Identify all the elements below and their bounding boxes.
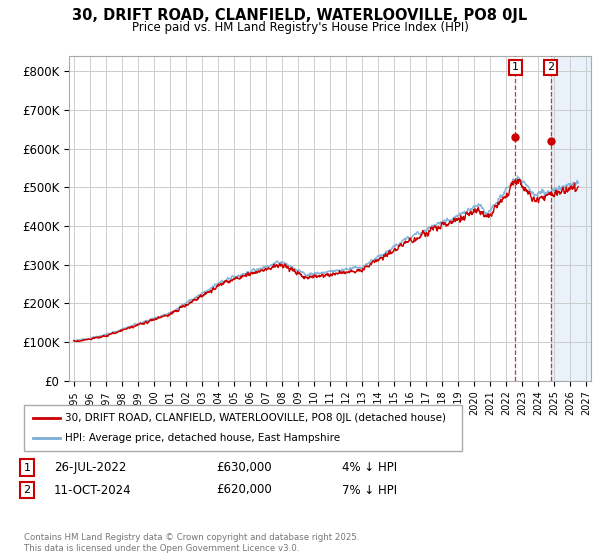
Text: 4% ↓ HPI: 4% ↓ HPI — [342, 461, 397, 474]
Bar — [551, 56, 591, 381]
Text: Contains HM Land Registry data © Crown copyright and database right 2025.
This d: Contains HM Land Registry data © Crown c… — [24, 533, 359, 553]
Text: £620,000: £620,000 — [216, 483, 272, 497]
Text: 11-OCT-2024: 11-OCT-2024 — [54, 483, 131, 497]
Text: HPI: Average price, detached house, East Hampshire: HPI: Average price, detached house, East… — [65, 433, 340, 443]
Text: 2: 2 — [23, 485, 31, 495]
Text: 26-JUL-2022: 26-JUL-2022 — [54, 461, 127, 474]
Text: £630,000: £630,000 — [216, 461, 272, 474]
Text: 7% ↓ HPI: 7% ↓ HPI — [342, 483, 397, 497]
Text: 1: 1 — [512, 62, 519, 72]
Text: 2: 2 — [547, 62, 554, 72]
Text: Price paid vs. HM Land Registry's House Price Index (HPI): Price paid vs. HM Land Registry's House … — [131, 21, 469, 34]
Text: 30, DRIFT ROAD, CLANFIELD, WATERLOOVILLE, PO8 0JL (detached house): 30, DRIFT ROAD, CLANFIELD, WATERLOOVILLE… — [65, 413, 446, 423]
Text: 1: 1 — [23, 463, 31, 473]
Text: 30, DRIFT ROAD, CLANFIELD, WATERLOOVILLE, PO8 0JL: 30, DRIFT ROAD, CLANFIELD, WATERLOOVILLE… — [73, 8, 527, 24]
